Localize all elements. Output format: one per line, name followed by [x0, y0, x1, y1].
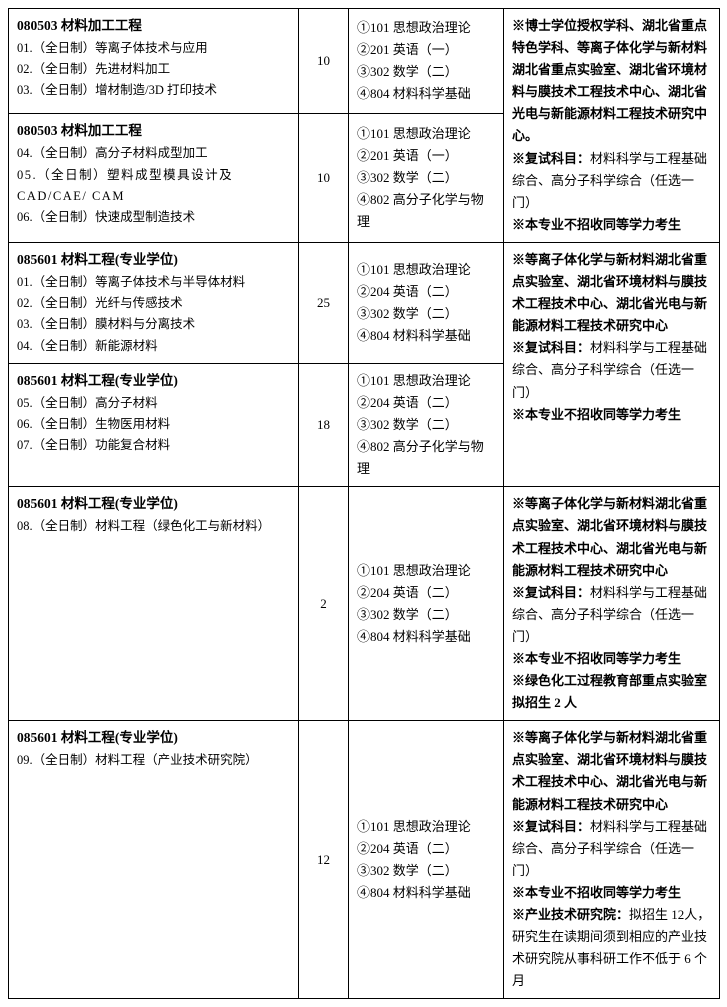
- program-sub: 03.（全日制）增材制造/3D 打印技术: [17, 80, 290, 101]
- exam-line: ④804 材料科学基础: [357, 325, 495, 347]
- table-row: 085601 材料工程(专业学位)09.（全日制）材料工程（产业技术研究院）12…: [9, 721, 720, 999]
- exam-cell: ①101 思想政治理论②204 英语（二）③302 数学（二）④804 材料科学…: [349, 242, 504, 363]
- exam-line: ②201 英语（一）: [357, 145, 495, 167]
- program-cell: 080503 材料加工工程04.（全日制）高分子材料成型加工05.（全日制）塑料…: [9, 114, 299, 242]
- note-bold-prefix: ※复试科目：: [512, 819, 590, 834]
- exam-line: ④802 高分子化学与物理: [357, 189, 495, 233]
- notes-cell: ※等离子体化学与新材料湖北省重点实验室、湖北省环境材料与膜技术工程技术中心、湖北…: [504, 721, 720, 999]
- program-cell: 080503 材料加工工程01.（全日制）等离子体技术与应用02.（全日制）先进…: [9, 9, 299, 114]
- exam-cell: ①101 思想政治理论②204 英语（二）③302 数学（二）④804 材料科学…: [349, 487, 504, 721]
- exam-cell: ①101 思想政治理论②204 英语（二）③302 数学（二）④804 材料科学…: [349, 721, 504, 999]
- program-title: 085601 材料工程(专业学位): [17, 370, 290, 393]
- exam-line: ④804 材料科学基础: [357, 882, 495, 904]
- exam-line: ③302 数学（二）: [357, 414, 495, 436]
- exam-cell: ①101 思想政治理论②204 英语（二）③302 数学（二）④802 高分子化…: [349, 363, 504, 486]
- program-cell: 085601 材料工程(专业学位)01.（全日制）等离子体技术与半导体材料02.…: [9, 242, 299, 363]
- program-sub: 08.（全日制）材料工程（绿色化工与新材料）: [17, 516, 290, 537]
- program-sub: 04.（全日制）高分子材料成型加工: [17, 143, 290, 164]
- exam-line: ①101 思想政治理论: [357, 259, 495, 281]
- exam-line: ①101 思想政治理论: [357, 17, 495, 39]
- exam-line: ③302 数学（二）: [357, 167, 495, 189]
- exam-line: ②201 英语（一）: [357, 39, 495, 61]
- table-row: 085601 材料工程(专业学位)01.（全日制）等离子体技术与半导体材料02.…: [9, 242, 720, 363]
- note-line: ※复试科目：材料科学与工程基础综合、高分子科学综合（任选一门）: [512, 816, 711, 882]
- exam-line: ①101 思想政治理论: [357, 560, 495, 582]
- exam-line: ②204 英语（二）: [357, 281, 495, 303]
- note-bold-prefix: ※复试科目：: [512, 151, 590, 166]
- exam-line: ①101 思想政治理论: [357, 816, 495, 838]
- exam-line: ③302 数学（二）: [357, 61, 495, 83]
- count-cell: 12: [299, 721, 349, 999]
- program-cell: 085601 材料工程(专业学位)05.（全日制）高分子材料06.（全日制）生物…: [9, 363, 299, 486]
- note-line: ※本专业不招收同等学力考生: [512, 882, 711, 904]
- program-title: 085601 材料工程(专业学位): [17, 727, 290, 750]
- program-sub: 09.（全日制）材料工程（产业技术研究院）: [17, 750, 290, 771]
- count-cell: 18: [299, 363, 349, 486]
- exam-line: ②204 英语（二）: [357, 582, 495, 604]
- program-sub: 05.（全日制）高分子材料: [17, 393, 290, 414]
- table-row: 080503 材料加工工程01.（全日制）等离子体技术与应用02.（全日制）先进…: [9, 9, 720, 114]
- program-sub: 05.（全日制）塑料成型模具设计及CAD/CAE/ CAM: [17, 165, 290, 208]
- note-line: ※本专业不招收同等学力考生: [512, 648, 711, 670]
- program-title: 085601 材料工程(专业学位): [17, 249, 290, 272]
- program-cell: 085601 材料工程(专业学位)09.（全日制）材料工程（产业技术研究院）: [9, 721, 299, 999]
- note-line: ※等离子体化学与新材料湖北省重点实验室、湖北省环境材料与膜技术工程技术中心、湖北…: [512, 493, 711, 581]
- exam-line: ④804 材料科学基础: [357, 626, 495, 648]
- program-sub: 06.（全日制）生物医用材料: [17, 414, 290, 435]
- note-bold-prefix: ※复试科目：: [512, 585, 590, 600]
- note-line: ※博士学位授权学科、湖北省重点特色学科、等离子体化学与新材料湖北省重点实验室、湖…: [512, 15, 711, 148]
- note-bold-prefix: ※产业技术研究院：: [512, 907, 629, 922]
- note-line: ※本专业不招收同等学力考生: [512, 214, 711, 236]
- program-sub: 07.（全日制）功能复合材料: [17, 435, 290, 456]
- exam-line: ③302 数学（二）: [357, 860, 495, 882]
- program-sub: 02.（全日制）先进材料加工: [17, 59, 290, 80]
- count-cell: 25: [299, 242, 349, 363]
- table-body: 080503 材料加工工程01.（全日制）等离子体技术与应用02.（全日制）先进…: [9, 9, 720, 999]
- notes-cell: ※等离子体化学与新材料湖北省重点实验室、湖北省环境材料与膜技术工程技术中心、湖北…: [504, 487, 720, 721]
- exam-line: ③302 数学（二）: [357, 303, 495, 325]
- exam-line: ④804 材料科学基础: [357, 83, 495, 105]
- exam-line: ④802 高分子化学与物理: [357, 436, 495, 480]
- count-cell: 2: [299, 487, 349, 721]
- count-cell: 10: [299, 9, 349, 114]
- exam-cell: ①101 思想政治理论②201 英语（一）③302 数学（二）④804 材料科学…: [349, 9, 504, 114]
- exam-line: ②204 英语（二）: [357, 392, 495, 414]
- note-line: ※等离子体化学与新材料湖北省重点实验室、湖北省环境材料与膜技术工程技术中心、湖北…: [512, 249, 711, 337]
- exam-line: ②204 英语（二）: [357, 838, 495, 860]
- notes-cell: ※博士学位授权学科、湖北省重点特色学科、等离子体化学与新材料湖北省重点实验室、湖…: [504, 9, 720, 243]
- program-title: 080503 材料加工工程: [17, 15, 290, 38]
- program-sub: 04.（全日制）新能源材料: [17, 336, 290, 357]
- note-line: ※复试科目：材料科学与工程基础综合、高分子科学综合（任选一门）: [512, 337, 711, 403]
- count-cell: 10: [299, 114, 349, 242]
- program-title: 080503 材料加工工程: [17, 120, 290, 143]
- program-title: 085601 材料工程(专业学位): [17, 493, 290, 516]
- program-sub: 01.（全日制）等离子体技术与应用: [17, 38, 290, 59]
- notes-cell: ※等离子体化学与新材料湖北省重点实验室、湖北省环境材料与膜技术工程技术中心、湖北…: [504, 242, 720, 486]
- exam-line: ①101 思想政治理论: [357, 370, 495, 392]
- admissions-table: 080503 材料加工工程01.（全日制）等离子体技术与应用02.（全日制）先进…: [8, 8, 720, 999]
- program-sub: 03.（全日制）膜材料与分离技术: [17, 314, 290, 335]
- table-row: 085601 材料工程(专业学位)08.（全日制）材料工程（绿色化工与新材料）2…: [9, 487, 720, 721]
- note-line: ※等离子体化学与新材料湖北省重点实验室、湖北省环境材料与膜技术工程技术中心、湖北…: [512, 727, 711, 815]
- exam-line: ①101 思想政治理论: [357, 123, 495, 145]
- note-bold-prefix: ※复试科目：: [512, 340, 590, 355]
- note-line: ※复试科目：材料科学与工程基础综合、高分子科学综合（任选一门）: [512, 582, 711, 648]
- exam-cell: ①101 思想政治理论②201 英语（一）③302 数学（二）④802 高分子化…: [349, 114, 504, 242]
- program-sub: 01.（全日制）等离子体技术与半导体材料: [17, 272, 290, 293]
- program-sub: 06.（全日制）快速成型制造技术: [17, 207, 290, 228]
- exam-line: ③302 数学（二）: [357, 604, 495, 626]
- note-line: ※复试科目：材料科学与工程基础综合、高分子科学综合（任选一门）: [512, 148, 711, 214]
- note-line: ※本专业不招收同等学力考生: [512, 404, 711, 426]
- program-cell: 085601 材料工程(专业学位)08.（全日制）材料工程（绿色化工与新材料）: [9, 487, 299, 721]
- note-line: ※绿色化工过程教育部重点实验室拟招生 2 人: [512, 670, 711, 714]
- note-line: ※产业技术研究院：拟招生 12人，研究生在读期间须到相应的产业技术研究院从事科研…: [512, 904, 711, 992]
- program-sub: 02.（全日制）光纤与传感技术: [17, 293, 290, 314]
